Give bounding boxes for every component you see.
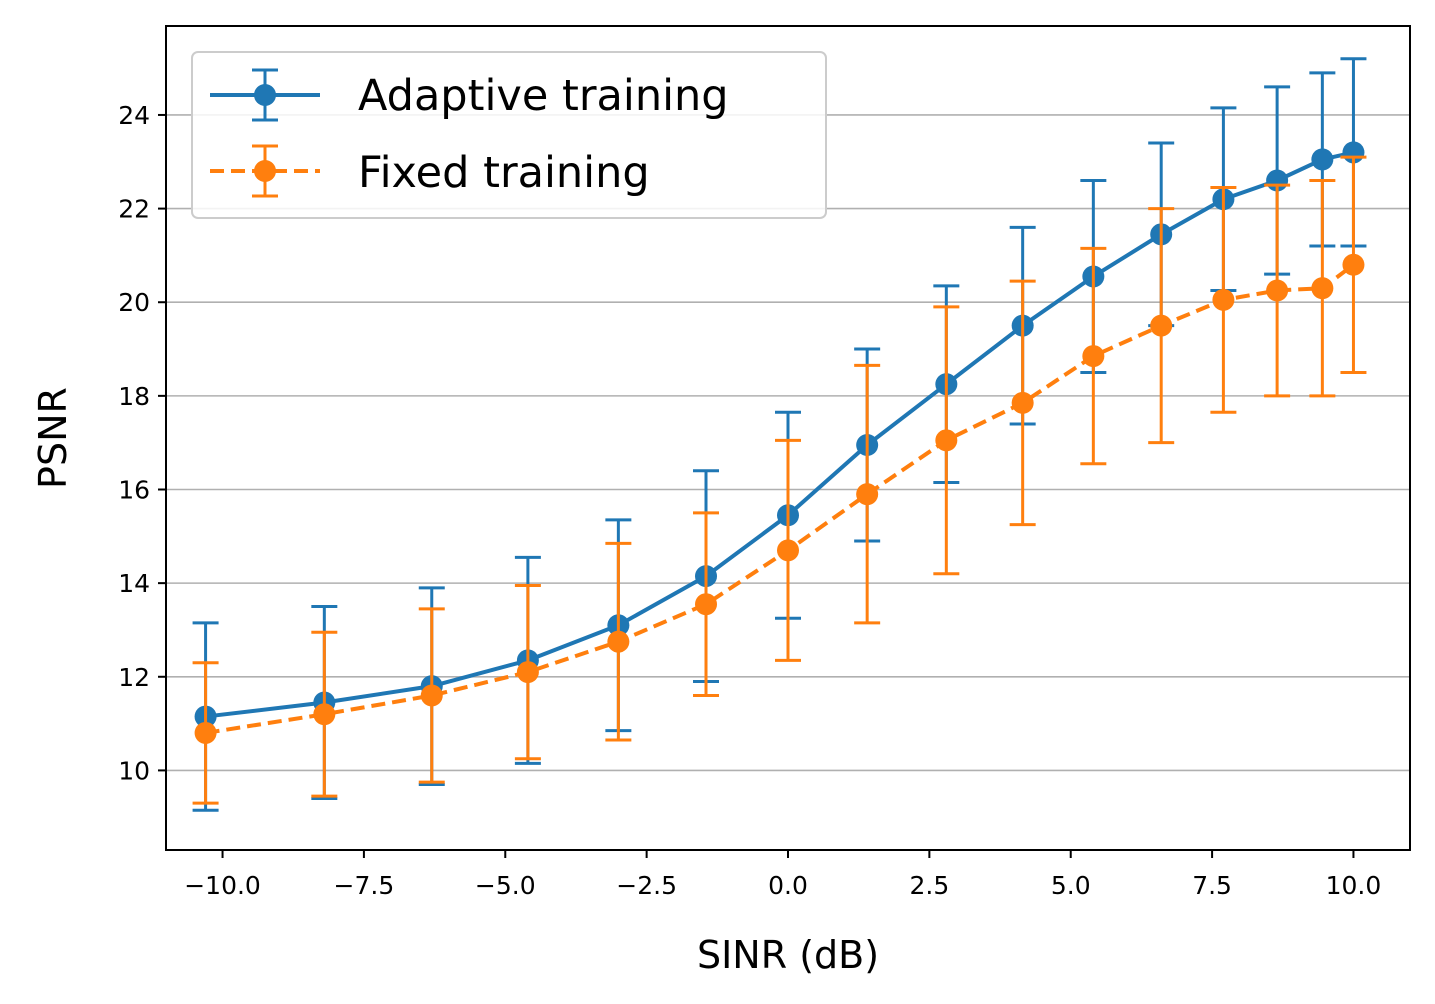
x-tick-label: −5.0: [475, 871, 536, 900]
data-point-fixed-training: [935, 429, 958, 452]
x-tick-label: 5.0: [1051, 871, 1091, 900]
data-point-fixed-training: [1212, 288, 1235, 311]
legend-marker-adaptive: [254, 84, 276, 106]
x-axis-ticks: −10.0 −7.5 −5.0 −2.5 0.0 2.5 5.0 7.5 10.0: [184, 850, 1381, 900]
data-point-fixed-training: [1082, 345, 1105, 368]
y-tick-label: 12: [118, 663, 150, 692]
data-point-fixed-training: [516, 661, 539, 684]
y-tick-label: 14: [118, 569, 150, 598]
series-line-fixed-training: [205, 263, 1355, 735]
data-point-fixed-training: [1150, 314, 1173, 337]
x-axis-label: SINR (dB): [697, 933, 879, 977]
legend-marker-fixed: [254, 160, 276, 182]
data-point-fixed-training: [1011, 391, 1034, 414]
y-tick-label: 22: [118, 195, 150, 224]
x-tick-label: −7.5: [334, 871, 395, 900]
series-fixed-training: [192, 155, 1367, 805]
y-axis-ticks: 10 12 14 16 18 20 22 24: [118, 101, 166, 785]
y-tick-label: 10: [118, 756, 150, 785]
data-point-fixed-training: [607, 630, 630, 653]
data-point-adaptive-training: [1311, 148, 1334, 171]
data-point-fixed-training: [1266, 279, 1289, 302]
data-point-fixed-training: [420, 684, 443, 707]
x-tick-label: −10.0: [184, 871, 261, 900]
y-tick-label: 20: [118, 288, 150, 317]
legend-label-fixed: Fixed training: [358, 148, 650, 198]
data-point-fixed-training: [1342, 253, 1365, 276]
x-tick-label: −2.5: [616, 871, 677, 900]
legend-box: [191, 51, 827, 219]
y-axis-label: PSNR: [31, 387, 75, 489]
data-point-fixed-training: [695, 593, 718, 616]
data-point-fixed-training: [313, 703, 336, 726]
series-line-adaptive-training: [205, 150, 1354, 719]
series-layer: [192, 57, 1367, 812]
data-point-fixed-training: [1311, 277, 1334, 300]
data-point-fixed-training: [194, 721, 217, 744]
x-tick-label: 10.0: [1326, 871, 1382, 900]
y-tick-label: 24: [118, 101, 150, 130]
legend-label-adaptive: Adaptive training: [358, 71, 729, 121]
data-point-fixed-training: [856, 483, 879, 506]
x-tick-label: 7.5: [1192, 871, 1232, 900]
y-tick-label: 18: [118, 382, 150, 411]
x-tick-label: 0.0: [768, 871, 808, 900]
x-tick-label: 2.5: [909, 871, 949, 900]
y-tick-label: 16: [118, 476, 150, 505]
legend-entry-fixed: Fixed training: [210, 144, 650, 198]
legend: Adaptive training Fixed training: [191, 51, 827, 219]
data-point-fixed-training: [777, 539, 799, 562]
legend-entry-adaptive: Adaptive training: [210, 68, 729, 122]
